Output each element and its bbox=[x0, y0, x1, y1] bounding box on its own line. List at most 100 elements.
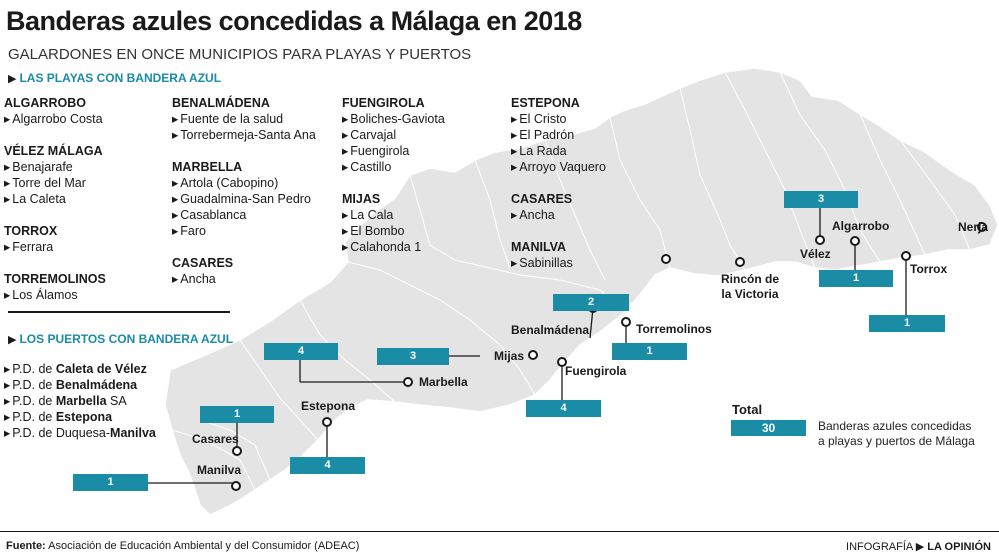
triangle-icon: ▶ bbox=[8, 334, 17, 346]
municipality-name: CASARES bbox=[511, 192, 573, 206]
beach-item: La Cala bbox=[342, 207, 445, 223]
beaches-column-2: BENALMÁDENA Fuente de la salud Torreberm… bbox=[172, 95, 316, 303]
page-title: Banderas azules concedidas a Málaga en 2… bbox=[6, 6, 582, 36]
place-label-rincon-de-la-victoria: Rincón de la Victoria bbox=[720, 272, 779, 301]
section-divider bbox=[8, 311, 230, 313]
place-label-casares: Casares bbox=[192, 432, 239, 446]
municipality-group: CASARES Ancha bbox=[172, 255, 316, 287]
count-badge-casares: 1 bbox=[200, 406, 274, 423]
beach-item: El Padrón bbox=[511, 127, 606, 143]
beach-item: El Cristo bbox=[511, 111, 606, 127]
beaches-column-4: ESTEPONA El Cristo El Padrón La Rada Arr… bbox=[511, 95, 606, 287]
municipality-group: TORROX Ferrara bbox=[4, 223, 106, 255]
count-badge-estepona: 4 bbox=[290, 457, 365, 474]
municipality-group: BENALMÁDENA Fuente de la salud Torreberm… bbox=[172, 95, 316, 143]
municipality-group: VÉLEZ MÁLAGA Benajarafe Torre del Mar La… bbox=[4, 143, 106, 207]
place-label-mijas: Mijas bbox=[494, 349, 525, 363]
beaches-heading: ▶ LAS PLAYAS CON BANDERA AZUL bbox=[8, 71, 222, 85]
municipality-name: TORREMOLINOS bbox=[4, 272, 106, 286]
municipality-name: CASARES bbox=[172, 256, 234, 270]
beach-item: Ferrara bbox=[4, 239, 106, 255]
place-label-torremolinos: Torremolinos bbox=[636, 322, 712, 336]
province-shape bbox=[164, 67, 999, 516]
municipality-group: MANILVA Sabinillas bbox=[511, 239, 606, 271]
beaches-column-1: ALGARROBO Algarrobo Costa VÉLEZ MÁLAGA B… bbox=[4, 95, 106, 319]
ports-heading: ▶ LOS PUERTOS CON BANDERA AZUL bbox=[8, 332, 234, 346]
beach-item: Los Álamos bbox=[4, 287, 106, 303]
beach-item: Benajarafe bbox=[4, 159, 106, 175]
beach-item: Carvajal bbox=[342, 127, 445, 143]
count-badge-velez: 3 bbox=[784, 191, 858, 208]
beach-item: La Rada bbox=[511, 143, 606, 159]
beach-item: Faro bbox=[172, 223, 316, 239]
municipality-group: FUENGIROLA Boliches-Gaviota Carvajal Fue… bbox=[342, 95, 445, 175]
beach-item: Ancha bbox=[172, 271, 316, 287]
beach-item: Torrebermeja-Santa Ana bbox=[172, 127, 316, 143]
total-badge: 30 bbox=[731, 420, 806, 436]
total-description: Banderas azules concedidas a playas y pu… bbox=[818, 419, 975, 448]
place-label-nerja: Nerja bbox=[958, 220, 989, 234]
municipality-group: MARBELLA Artola (Cabopino) Guadalmina-Sa… bbox=[172, 159, 316, 239]
beach-item: Sabinillas bbox=[511, 255, 606, 271]
credit-note: INFOGRAFÍA ▶ LA OPINIÓN bbox=[846, 541, 991, 553]
beach-item: El Bombo bbox=[342, 223, 445, 239]
count-badge-mijas: 3 bbox=[377, 348, 449, 365]
triangle-icon: ▶ bbox=[8, 73, 17, 85]
municipality-group: MIJAS La Cala El Bombo Calahonda 1 bbox=[342, 191, 445, 255]
place-label-velez: Vélez bbox=[800, 247, 831, 261]
beach-item: Arroyo Vaquero bbox=[511, 159, 606, 175]
port-item: P.D. de Caleta de Vélez bbox=[4, 361, 156, 377]
count-badge-torremolinos: 1 bbox=[612, 343, 687, 360]
municipality-group: TORREMOLINOS Los Álamos bbox=[4, 271, 106, 303]
beach-item: Castillo bbox=[342, 159, 445, 175]
count-badge-benalmadena: 2 bbox=[553, 294, 629, 311]
beach-item: Guadalmina-San Pedro bbox=[172, 191, 316, 207]
municipality-name: MIJAS bbox=[342, 192, 381, 206]
ports-list: P.D. de Caleta de Vélez P.D. de Benalmád… bbox=[4, 361, 156, 441]
count-badge-algarrobo: 1 bbox=[819, 270, 893, 287]
municipality-name: ESTEPONA bbox=[511, 96, 580, 110]
beach-item: Artola (Cabopino) bbox=[172, 175, 316, 191]
count-badge-torrox: 1 bbox=[869, 315, 945, 332]
place-label-algarrobo: Algarrobo bbox=[832, 219, 890, 233]
municipality-group: CASARES Ancha bbox=[511, 191, 606, 223]
port-item: P.D. de Benalmádena bbox=[4, 377, 156, 393]
beaches-column-3: FUENGIROLA Boliches-Gaviota Carvajal Fue… bbox=[342, 95, 445, 271]
municipality-name: MANILVA bbox=[511, 240, 567, 254]
place-label-marbella: Marbella bbox=[419, 375, 468, 389]
municipality-group: ESTEPONA El Cristo El Padrón La Rada Arr… bbox=[511, 95, 606, 175]
place-label-benalmadena: Benalmádena bbox=[511, 323, 590, 337]
municipality-name: VÉLEZ MÁLAGA bbox=[4, 144, 103, 158]
municipality-name: ALGARROBO bbox=[4, 96, 86, 110]
leader-lines bbox=[148, 205, 907, 484]
place-label-torrox: Torrox bbox=[910, 262, 948, 276]
port-item: P.D. de Marbella SA bbox=[4, 393, 156, 409]
municipality-name: FUENGIROLA bbox=[342, 96, 425, 110]
count-badge-fuengirola: 4 bbox=[526, 400, 601, 417]
page-subtitle: GALARDONES EN ONCE MUNICIPIOS PARA PLAYA… bbox=[8, 46, 472, 63]
count-badge-marbella: 4 bbox=[264, 343, 338, 360]
beach-item: Ancha bbox=[511, 207, 606, 223]
beach-item: Fuengirola bbox=[342, 143, 445, 159]
total-label: Total bbox=[732, 402, 763, 417]
source-note: Fuente: Asociación de Educación Ambienta… bbox=[6, 540, 360, 552]
count-badge-manilva: 1 bbox=[73, 474, 148, 491]
municipality-name: MARBELLA bbox=[172, 160, 243, 174]
port-item: P.D. de Duquesa-Manilva bbox=[4, 425, 156, 441]
beach-item: Fuente de la salud bbox=[172, 111, 316, 127]
municipal-boundaries bbox=[171, 71, 971, 491]
beach-item: Casablanca bbox=[172, 207, 316, 223]
port-item: P.D. de Estepona bbox=[4, 409, 156, 425]
footer-divider bbox=[0, 531, 999, 532]
beach-item: Algarrobo Costa bbox=[4, 111, 106, 127]
beach-item: La Caleta bbox=[4, 191, 106, 207]
place-label-manilva: Manilva bbox=[197, 463, 242, 477]
municipality-name: TORROX bbox=[4, 224, 58, 238]
beach-item: Boliches-Gaviota bbox=[342, 111, 445, 127]
municipality-group: ALGARROBO Algarrobo Costa bbox=[4, 95, 106, 127]
place-label-fuengirola: Fuengirola bbox=[565, 364, 627, 378]
place-label-estepona: Estepona bbox=[301, 399, 356, 413]
municipality-name: BENALMÁDENA bbox=[172, 96, 270, 110]
beach-item: Calahonda 1 bbox=[342, 239, 445, 255]
